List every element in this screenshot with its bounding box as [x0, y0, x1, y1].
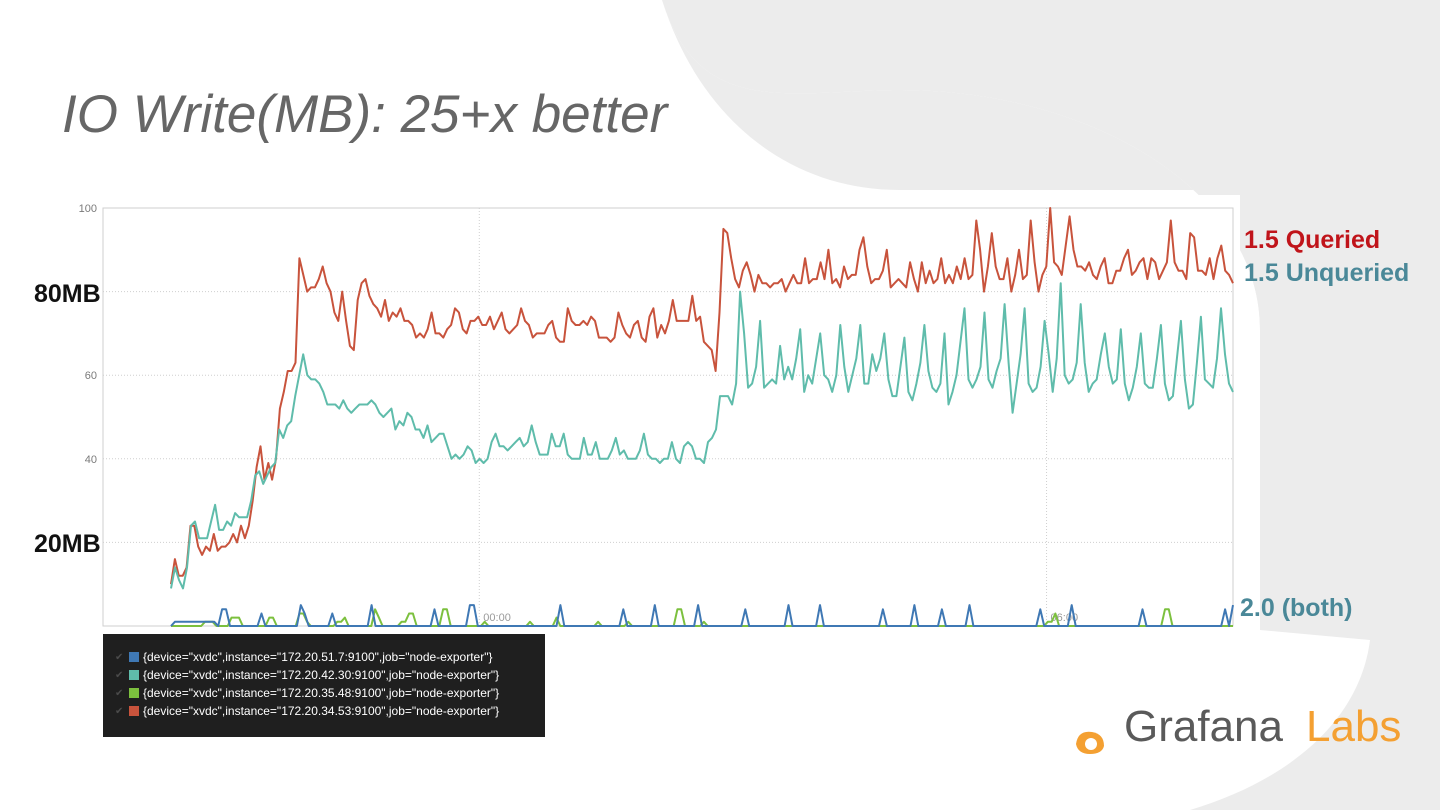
legend-swatch	[129, 706, 139, 716]
legend-label: {device="xvdc",instance="172.20.42.30:91…	[143, 668, 500, 682]
series-label-both: 2.0 (both)	[1240, 594, 1353, 622]
legend-swatch	[129, 652, 139, 662]
plot-frame	[102, 207, 1234, 627]
legend-swatch	[129, 688, 139, 698]
annotation-80mb: 80MB	[34, 280, 101, 308]
annotation-20mb: 20MB	[34, 530, 101, 558]
series-label-queried: 1.5 Queried	[1244, 226, 1381, 254]
y-tick-label: 40	[85, 454, 97, 466]
series-label-unqueried: 1.5 Unqueried	[1244, 259, 1410, 287]
check-icon: ✔	[115, 651, 124, 663]
y-tick-label: 100	[79, 203, 97, 215]
check-icon: ✔	[115, 687, 124, 699]
x-time-label: 00:00	[483, 612, 511, 624]
slide-title: IO Write(MB): 25+x better	[62, 85, 668, 144]
brand-word-grafana: Grafana	[1124, 702, 1283, 751]
brand-word-labs: Labs	[1306, 702, 1402, 751]
series-line	[170, 604, 1234, 627]
y-tick-label: 60	[85, 370, 97, 382]
legend-label: {device="xvdc",instance="172.20.51.7:910…	[143, 650, 493, 664]
chart-legend: ✔ {device="xvdc",instance="172.20.51.7:9…	[103, 634, 545, 737]
legend-label: {device="xvdc",instance="172.20.34.53:91…	[143, 704, 500, 718]
brand-logo-area: Grafana Labs	[1074, 700, 1404, 760]
series-line	[170, 282, 1234, 590]
legend-item[interactable]: ✔ {device="xvdc",instance="172.20.42.30:…	[115, 666, 545, 684]
chart-panel: 100 60 40 00:00 06:00	[60, 195, 1240, 635]
check-icon: ✔	[115, 669, 124, 681]
legend-item[interactable]: ✔ {device="xvdc",instance="172.20.51.7:9…	[115, 648, 545, 666]
legend-label: {device="xvdc",instance="172.20.35.48:91…	[143, 686, 500, 700]
check-icon: ✔	[115, 705, 124, 717]
grafana-logo-icon	[1076, 731, 1104, 754]
series-line	[170, 207, 1234, 585]
legend-item[interactable]: ✔ {device="xvdc",instance="172.20.34.53:…	[115, 702, 545, 720]
legend-item[interactable]: ✔ {device="xvdc",instance="172.20.35.48:…	[115, 684, 545, 702]
legend-swatch	[129, 670, 139, 680]
